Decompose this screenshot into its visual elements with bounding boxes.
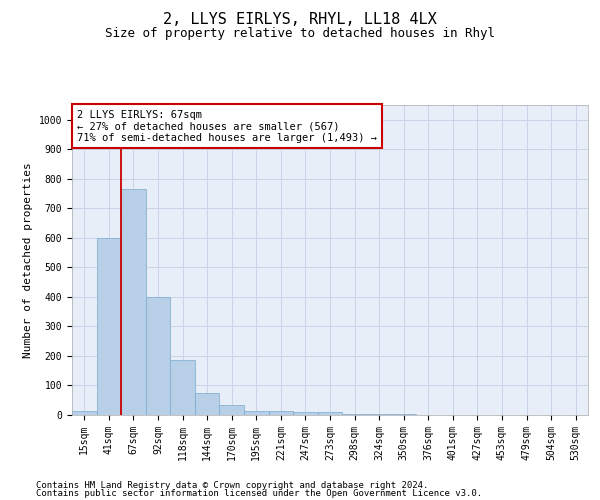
- Bar: [318, 412, 342, 415]
- Bar: [121, 189, 146, 415]
- Bar: [146, 297, 170, 415]
- Bar: [72, 410, 97, 415]
- Text: 2, LLYS EIRLYS, RHYL, LL18 4LX: 2, LLYS EIRLYS, RHYL, LL18 4LX: [163, 12, 437, 28]
- Text: Contains HM Land Registry data © Crown copyright and database right 2024.: Contains HM Land Registry data © Crown c…: [36, 480, 428, 490]
- Bar: [195, 393, 220, 415]
- Bar: [220, 404, 244, 415]
- Bar: [367, 414, 391, 415]
- Text: 2 LLYS EIRLYS: 67sqm
← 27% of detached houses are smaller (567)
71% of semi-deta: 2 LLYS EIRLYS: 67sqm ← 27% of detached h…: [77, 110, 377, 143]
- Y-axis label: Number of detached properties: Number of detached properties: [23, 162, 33, 358]
- Bar: [342, 414, 367, 415]
- Text: Contains public sector information licensed under the Open Government Licence v3: Contains public sector information licen…: [36, 489, 482, 498]
- Text: Size of property relative to detached houses in Rhyl: Size of property relative to detached ho…: [105, 28, 495, 40]
- Bar: [244, 410, 269, 415]
- Bar: [293, 412, 318, 415]
- Bar: [391, 414, 416, 415]
- Bar: [269, 412, 293, 415]
- Bar: [170, 360, 195, 415]
- Bar: [97, 238, 121, 415]
